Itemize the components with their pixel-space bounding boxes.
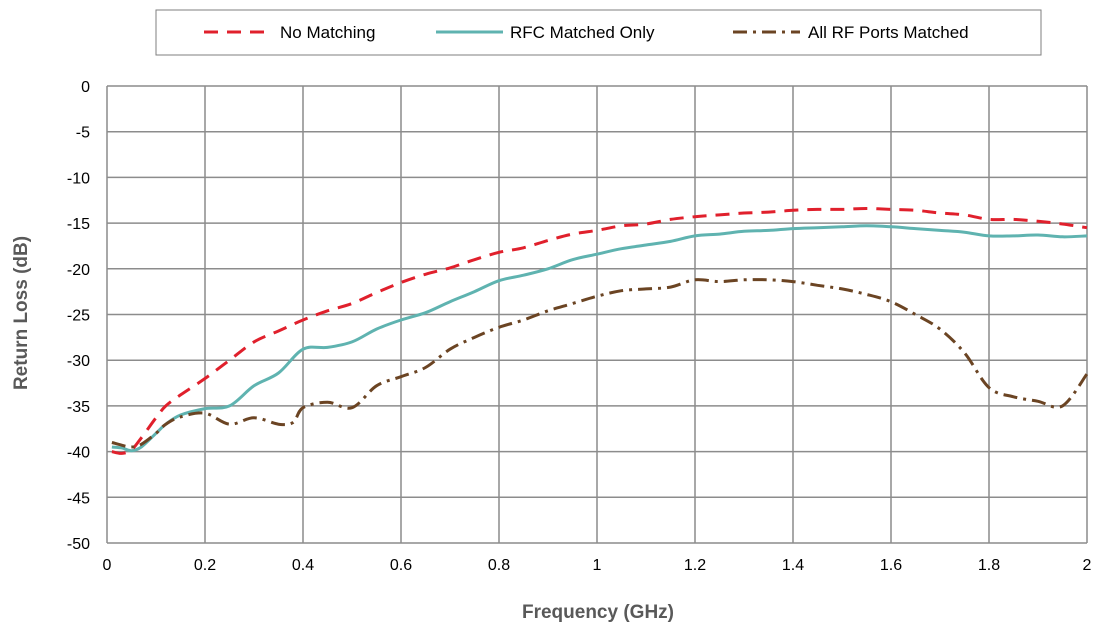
- series-line-no-matching: [111, 207, 1088, 455]
- legend-item-no-matching: No Matching: [204, 23, 375, 42]
- y-tick-label: -10: [67, 170, 90, 187]
- x-tick-label: 0.8: [488, 557, 510, 574]
- legend-item-all-rf-ports-matched: All RF Ports Matched: [733, 23, 969, 42]
- y-tick-label: -30: [67, 353, 90, 370]
- x-tick-label: 2: [1083, 557, 1092, 574]
- y-axis-title: Return Loss (dB): [11, 236, 32, 390]
- y-tick-label: -5: [76, 125, 90, 142]
- y-tick-label: 0: [81, 79, 90, 96]
- legend-label-no-matching: No Matching: [280, 23, 375, 42]
- y-tick-label: -45: [67, 490, 90, 507]
- x-tick-label: 0: [103, 557, 112, 574]
- x-axis-title: Frequency (GHz): [522, 602, 674, 623]
- legend-item-rfc-matched-only: RFC Matched Only: [436, 23, 655, 42]
- x-tick-label: 1.2: [684, 557, 706, 574]
- gridlines: [106, 85, 1088, 544]
- legend-box: [155, 9, 1042, 56]
- series-line-rfc-matched-only: [111, 224, 1088, 453]
- x-tick-label: 1.6: [880, 557, 902, 574]
- x-tick-label: 0.2: [194, 557, 216, 574]
- x-tick-label: 1.8: [978, 557, 1000, 574]
- y-tick-label: -40: [67, 445, 90, 462]
- x-tick-label: 1.4: [782, 557, 804, 574]
- x-tick-label: 0.4: [292, 557, 314, 574]
- x-tick-label: 1: [593, 557, 602, 574]
- y-tick-labels: 0 -5 -10 -15 -20 -25 -30 -35 -40 -45 -50: [67, 79, 90, 553]
- series-line-all-rf-ports-matched: [111, 278, 1089, 449]
- legend-label-rfc-matched-only: RFC Matched Only: [510, 23, 655, 42]
- x-tick-labels: 0 0.2 0.4 0.6 0.8 1 1.2 1.4 1.6 1.8 2: [103, 557, 1092, 574]
- y-tick-label: -50: [67, 536, 90, 553]
- legend-label-all-rf-ports-matched: All RF Ports Matched: [808, 23, 969, 42]
- y-tick-label: -15: [67, 216, 90, 233]
- legend: No Matching RFC Matched Only All RF Port…: [155, 9, 1042, 56]
- y-tick-label: -25: [67, 308, 90, 325]
- series-lines: [111, 207, 1089, 455]
- x-tick-label: 0.6: [390, 557, 412, 574]
- y-tick-label: -35: [67, 399, 90, 416]
- y-tick-label: -20: [67, 262, 90, 279]
